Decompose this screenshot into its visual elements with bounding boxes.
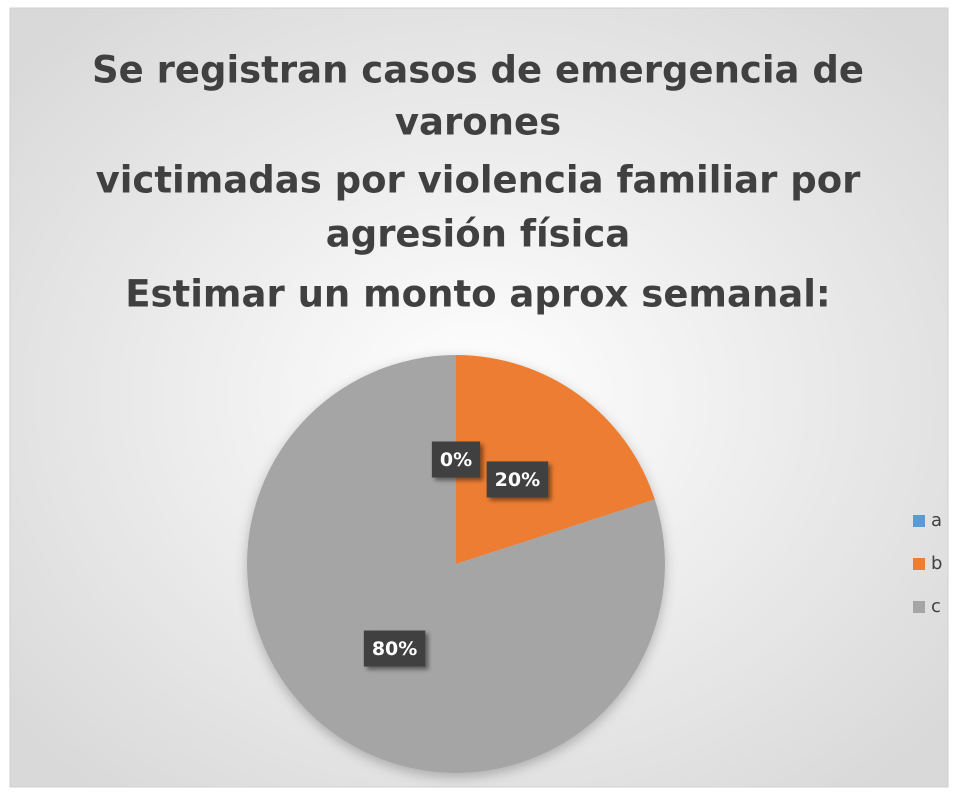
data-label: 0%	[440, 449, 472, 471]
data-label-box	[431, 441, 481, 478]
legend-swatch	[913, 515, 925, 527]
data-label-box	[363, 630, 426, 667]
pie-slice	[246, 355, 665, 773]
chart-title: victimadas por violencia familiar por	[96, 159, 861, 202]
chart-title: Se registran casos de emergencia de	[92, 49, 864, 92]
legend-label: c	[931, 596, 941, 617]
legend-swatch	[913, 601, 925, 613]
data-label: 80%	[372, 638, 417, 660]
legend-label: a	[931, 510, 942, 531]
chart-title: Estimar un monto aprox semanal:	[125, 273, 830, 316]
pie-slice	[456, 355, 655, 564]
chart-title: varones	[395, 101, 561, 144]
data-label: 20%	[495, 469, 540, 491]
data-label-box	[486, 461, 549, 498]
chart-title: agresión física	[326, 213, 631, 256]
legend-label: b	[931, 553, 942, 574]
legend-swatch	[913, 558, 925, 570]
pie	[246, 355, 665, 773]
